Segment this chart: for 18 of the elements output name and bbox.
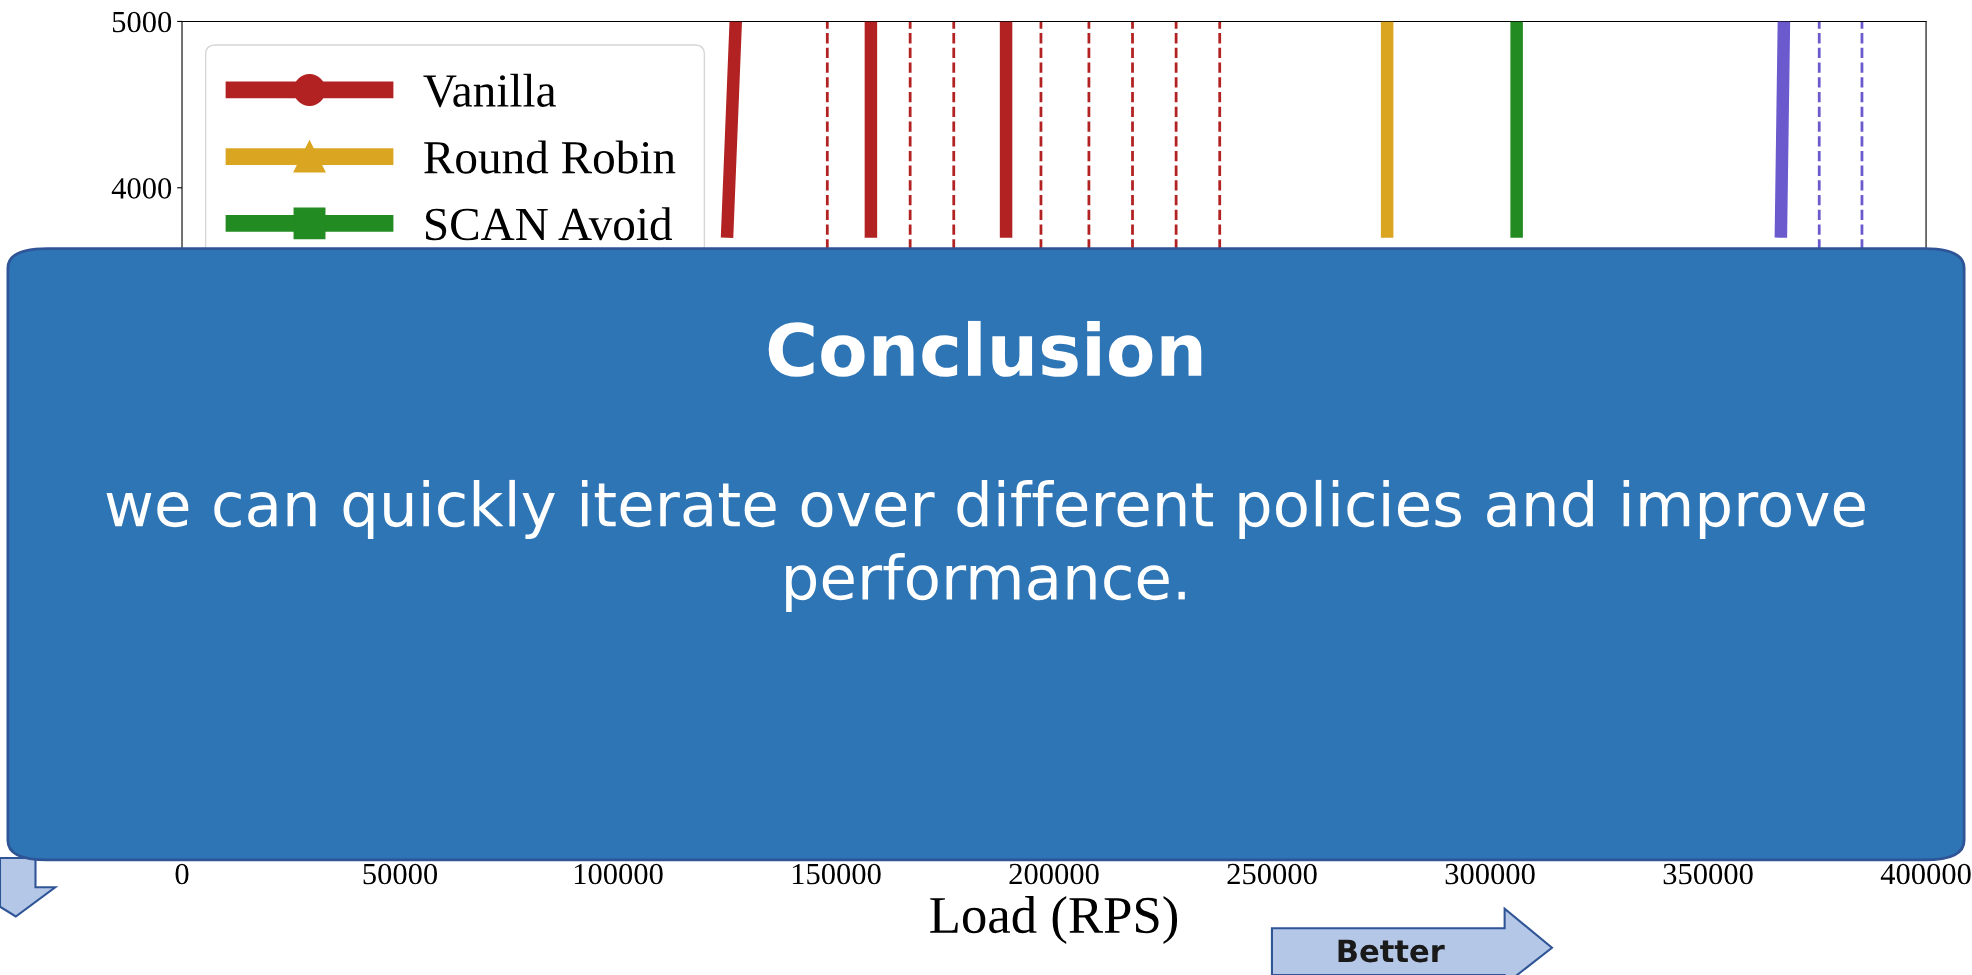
x-tick-label: 350000 [1663,863,1753,885]
legend-label: SCAN Avoid [426,207,673,241]
x-tick-label: 0 [175,863,189,885]
x-tick-label: 300000 [1445,863,1535,885]
y-tick-label: 5000 [112,11,172,33]
text: Better [1338,939,1445,963]
legend-label: Vanilla [423,73,556,108]
x-tick-label: 250000 [1227,863,1317,885]
x-tick-label: 400000 [1880,863,1971,885]
x-tick-label: 200000 [1009,863,1099,885]
y-tick-label: 4000 [111,178,172,199]
annotation: we can quickly iterate over different policies and improve performance. [106,479,1865,613]
x-axis-title: Load (RPS) [930,896,1178,944]
legend-label: Round Robin [424,140,676,174]
x-tick-label: 50000 [363,863,438,885]
x-tick-label: 150000 [792,863,881,885]
x-tick-label: 100000 [574,863,663,885]
annotation: Conclusion [768,320,1202,377]
